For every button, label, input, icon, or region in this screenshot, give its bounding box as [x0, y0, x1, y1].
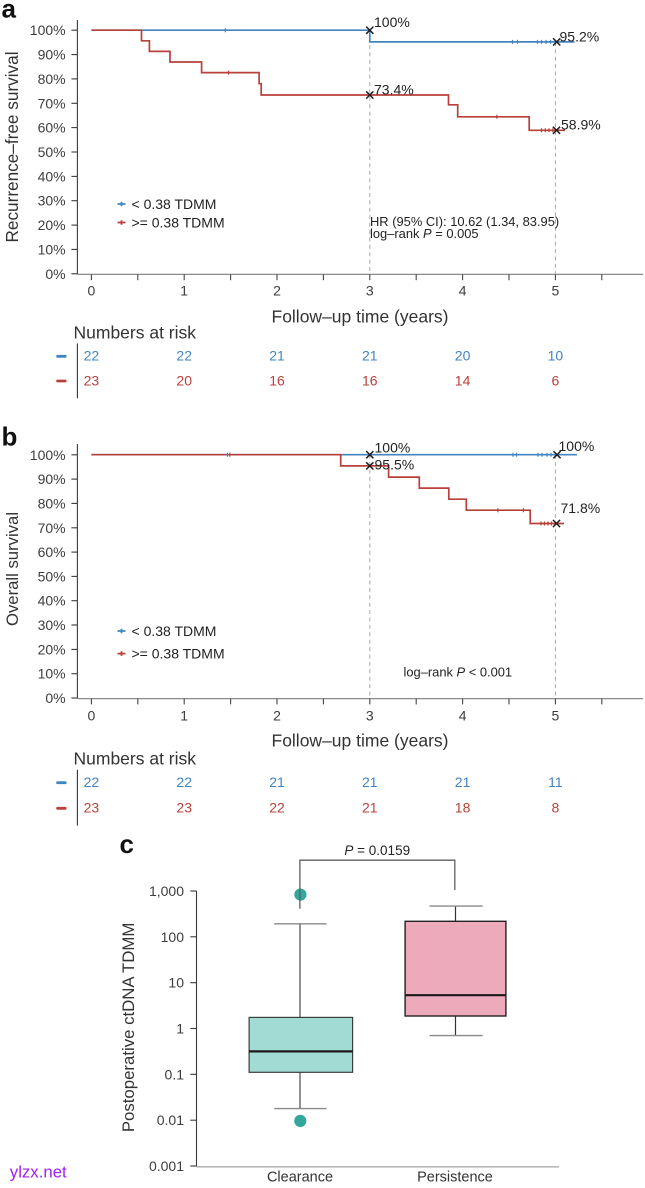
- svg-text:30%: 30%: [38, 617, 66, 633]
- svg-text:22: 22: [269, 800, 285, 816]
- svg-text:22: 22: [176, 774, 192, 790]
- svg-text:70%: 70%: [38, 95, 66, 111]
- svg-text:20%: 20%: [38, 641, 66, 657]
- svg-text:21: 21: [269, 774, 285, 790]
- svg-text:70%: 70%: [38, 520, 66, 536]
- svg-text:Clearance: Clearance: [267, 1170, 333, 1186]
- svg-text:80%: 80%: [38, 71, 66, 87]
- svg-text:23: 23: [176, 800, 192, 816]
- svg-text:22: 22: [176, 348, 192, 364]
- svg-text:Numbers at risk: Numbers at risk: [74, 749, 197, 769]
- svg-text:10: 10: [548, 348, 564, 364]
- svg-text:Numbers at risk: Numbers at risk: [74, 322, 197, 342]
- svg-text:18: 18: [455, 800, 471, 816]
- svg-text:1: 1: [180, 282, 188, 298]
- svg-text:3: 3: [366, 708, 374, 724]
- svg-text:100%: 100%: [30, 447, 66, 463]
- svg-text:80%: 80%: [38, 495, 66, 511]
- svg-text:95.2%: 95.2%: [560, 28, 600, 44]
- svg-text:ylzx.net: ylzx.net: [10, 1163, 67, 1182]
- svg-text:10%: 10%: [38, 241, 66, 257]
- svg-text:Overall survival: Overall survival: [3, 512, 22, 626]
- svg-text:10: 10: [168, 975, 184, 991]
- svg-text:2: 2: [273, 282, 281, 298]
- svg-text:30%: 30%: [38, 193, 66, 209]
- svg-text:0: 0: [88, 282, 96, 298]
- svg-text:60%: 60%: [38, 544, 66, 560]
- svg-text:4: 4: [459, 282, 467, 298]
- svg-text:23: 23: [84, 800, 100, 816]
- svg-text:Follow–up time (years): Follow–up time (years): [272, 307, 449, 327]
- svg-text:16: 16: [269, 372, 285, 388]
- svg-text:0.01: 0.01: [157, 1112, 184, 1128]
- svg-text:100%: 100%: [559, 438, 595, 454]
- svg-text:21: 21: [362, 800, 378, 816]
- svg-text:20: 20: [455, 348, 471, 364]
- svg-text:log–rank P = 0.005: log–rank P = 0.005: [370, 226, 479, 241]
- svg-text:16: 16: [362, 372, 378, 388]
- svg-text:14: 14: [455, 372, 471, 388]
- svg-text:c: c: [120, 829, 134, 859]
- svg-text:P = 0.0159: P = 0.0159: [344, 843, 410, 858]
- svg-text:6: 6: [552, 372, 560, 388]
- svg-text:11: 11: [548, 774, 563, 790]
- svg-text:Recurrence–free survival: Recurrence–free survival: [2, 51, 22, 242]
- svg-text:100: 100: [161, 929, 185, 945]
- svg-text:71.8%: 71.8%: [561, 500, 601, 516]
- svg-text:22: 22: [84, 348, 100, 364]
- svg-text:a: a: [2, 0, 17, 24]
- svg-text:1,000: 1,000: [149, 883, 184, 899]
- svg-text:21: 21: [455, 774, 471, 790]
- svg-text:5: 5: [552, 708, 560, 724]
- svg-text:22: 22: [84, 774, 100, 790]
- svg-text:100%: 100%: [375, 439, 411, 455]
- svg-text:8: 8: [552, 800, 560, 816]
- svg-text:21: 21: [362, 348, 378, 364]
- svg-text:Postoperative ctDNA TDMM: Postoperative ctDNA TDMM: [119, 923, 138, 1133]
- svg-text:0: 0: [88, 708, 96, 724]
- svg-text:2: 2: [273, 708, 281, 724]
- svg-text:20: 20: [176, 372, 192, 388]
- svg-text:< 0.38 TDMM: < 0.38 TDMM: [132, 623, 217, 639]
- svg-text:58.9%: 58.9%: [561, 117, 601, 133]
- svg-text:HR (95% CI): 10.62 (1.34, 83.9: HR (95% CI): 10.62 (1.34, 83.95): [370, 214, 559, 229]
- svg-text:Persistence: Persistence: [417, 1170, 493, 1186]
- svg-text:0%: 0%: [45, 266, 65, 282]
- svg-text:0.001: 0.001: [149, 1158, 184, 1174]
- svg-text:>= 0.38 TDMM: >= 0.38 TDMM: [132, 645, 225, 661]
- svg-text:log–rank P < 0.001: log–rank P < 0.001: [404, 664, 513, 679]
- svg-text:b: b: [2, 422, 18, 452]
- svg-text:40%: 40%: [38, 593, 66, 609]
- svg-text:40%: 40%: [38, 168, 66, 184]
- svg-text:100%: 100%: [30, 22, 66, 38]
- svg-text:73.4%: 73.4%: [374, 82, 414, 98]
- svg-text:50%: 50%: [38, 568, 66, 584]
- svg-text:21: 21: [362, 774, 378, 790]
- svg-text:0.1: 0.1: [165, 1066, 185, 1082]
- svg-text:23: 23: [84, 372, 100, 388]
- svg-text:>= 0.38 TDMM: >= 0.38 TDMM: [132, 214, 225, 230]
- svg-text:3: 3: [366, 282, 374, 298]
- svg-text:< 0.38 TDMM: < 0.38 TDMM: [132, 196, 217, 212]
- svg-text:20%: 20%: [38, 217, 66, 233]
- svg-text:10%: 10%: [38, 666, 66, 682]
- svg-text:0%: 0%: [45, 690, 65, 706]
- svg-text:90%: 90%: [38, 47, 66, 63]
- svg-text:21: 21: [269, 348, 285, 364]
- svg-text:90%: 90%: [38, 471, 66, 487]
- svg-text:4: 4: [459, 708, 467, 724]
- svg-text:5: 5: [552, 282, 560, 298]
- svg-text:Follow–up time (years): Follow–up time (years): [272, 731, 449, 751]
- svg-text:60%: 60%: [38, 120, 66, 136]
- svg-text:1: 1: [176, 1021, 184, 1037]
- svg-text:100%: 100%: [374, 14, 410, 30]
- svg-text:1: 1: [180, 708, 188, 724]
- svg-text:95.5%: 95.5%: [375, 456, 415, 472]
- svg-text:50%: 50%: [38, 144, 66, 160]
